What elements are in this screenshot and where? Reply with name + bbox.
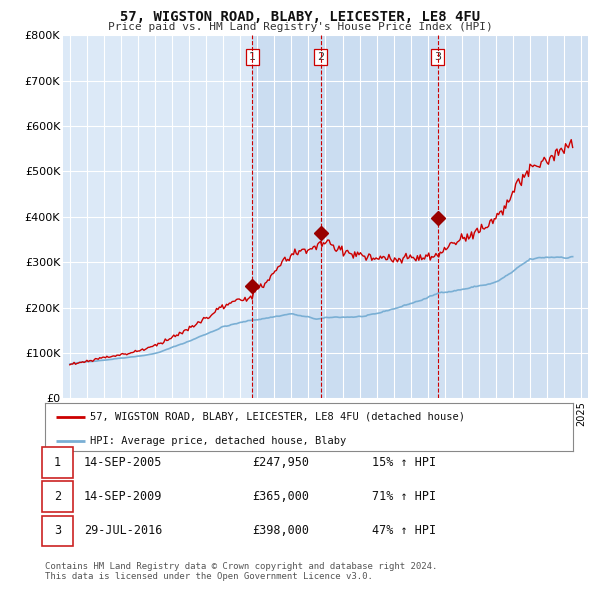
Text: 3: 3: [54, 525, 61, 537]
Text: 3: 3: [434, 52, 441, 62]
Text: 57, WIGSTON ROAD, BLABY, LEICESTER, LE8 4FU: 57, WIGSTON ROAD, BLABY, LEICESTER, LE8 …: [120, 10, 480, 24]
Text: 47% ↑ HPI: 47% ↑ HPI: [372, 525, 436, 537]
Bar: [320, 35, 437, 398]
Bar: [437, 35, 588, 398]
Text: Contains HM Land Registry data © Crown copyright and database right 2024.
This d: Contains HM Land Registry data © Crown c…: [45, 562, 437, 581]
Text: HPI: Average price, detached house, Blaby: HPI: Average price, detached house, Blab…: [90, 435, 346, 445]
Text: £398,000: £398,000: [252, 525, 309, 537]
Text: 14-SEP-2009: 14-SEP-2009: [84, 490, 163, 503]
Text: 15% ↑ HPI: 15% ↑ HPI: [372, 456, 436, 469]
Text: 57, WIGSTON ROAD, BLABY, LEICESTER, LE8 4FU (detached house): 57, WIGSTON ROAD, BLABY, LEICESTER, LE8 …: [90, 411, 465, 421]
Text: 29-JUL-2016: 29-JUL-2016: [84, 525, 163, 537]
Text: £365,000: £365,000: [252, 490, 309, 503]
Text: 14-SEP-2005: 14-SEP-2005: [84, 456, 163, 469]
Text: 2: 2: [54, 490, 61, 503]
Text: 1: 1: [54, 456, 61, 469]
Text: 2: 2: [317, 52, 324, 62]
Bar: [253, 35, 320, 398]
Text: Price paid vs. HM Land Registry's House Price Index (HPI): Price paid vs. HM Land Registry's House …: [107, 22, 493, 32]
Text: £247,950: £247,950: [252, 456, 309, 469]
Text: 1: 1: [249, 52, 256, 62]
Text: 71% ↑ HPI: 71% ↑ HPI: [372, 490, 436, 503]
